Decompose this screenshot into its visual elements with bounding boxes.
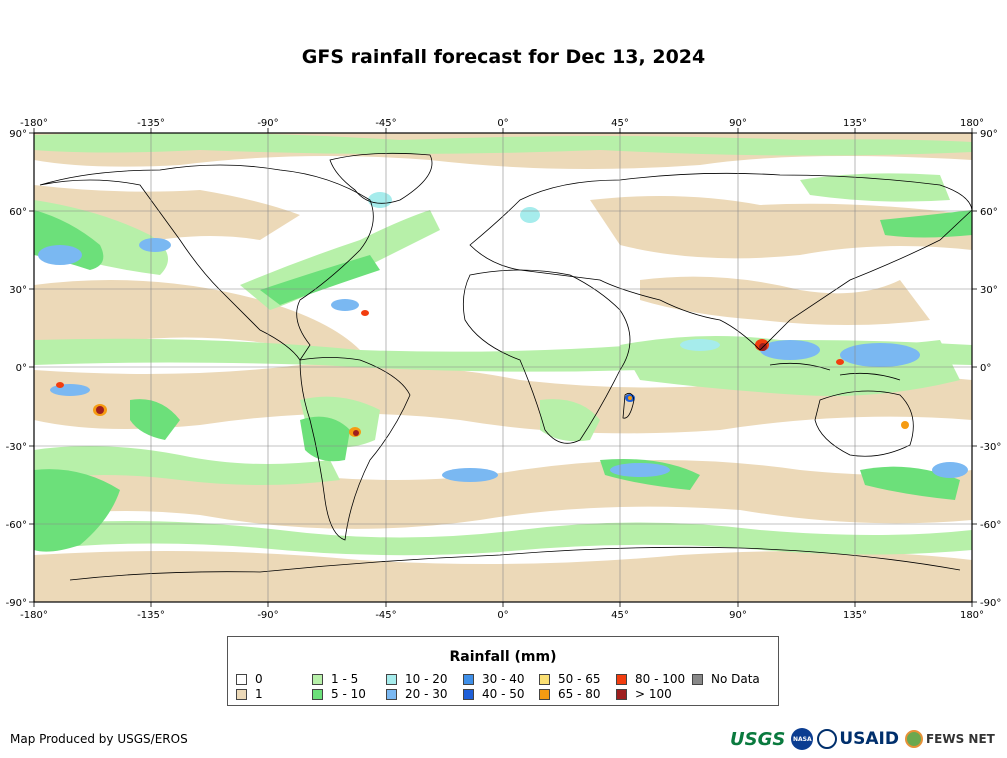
map-title: GFS rainfall forecast for Dec 13, 2024 [301, 46, 706, 68]
fews-sun-icon [904, 730, 923, 748]
legend-swatch [386, 673, 397, 685]
lon-label: -45° [375, 610, 396, 621]
lon-label: 45° [611, 118, 629, 129]
lon-labels-bottom: -180° -135° -90° -45° 0° 45° 90° 135° 18… [20, 610, 984, 621]
lat-label: -60° [980, 520, 1001, 531]
lon-labels-top: -180° -135° -90° -45° 0° 45° 90° 135° 18… [20, 118, 984, 129]
legend-swatch [236, 673, 247, 685]
legend-swatch [463, 673, 474, 685]
legend-item: 10 - 20 [386, 672, 448, 686]
lat-label: -60° [6, 520, 27, 531]
legend-label: No Data [711, 672, 760, 686]
graticule [34, 133, 972, 602]
lat-label: 0° [16, 363, 27, 374]
legend: Rainfall (mm) 0 1 1 - 5 5 - 10 10 - 20 2… [227, 636, 779, 706]
legend-item: 1 - 5 [312, 672, 358, 686]
usaid-logo-text: USAID [839, 729, 899, 749]
lon-label: 135° [843, 118, 867, 129]
lon-label: -90° [257, 118, 278, 129]
usaid-seal-icon [817, 729, 838, 749]
legend-swatch [539, 673, 550, 685]
lat-label: -30° [6, 442, 27, 453]
legend-label: 80 - 100 [635, 672, 686, 686]
usaid-logo: USAID [817, 729, 899, 749]
lat-labels-left: 90° 60° 30° 0° -30° -60° -90° [6, 129, 27, 609]
tick-marks [29, 128, 977, 607]
nasa-logo: NASA [791, 728, 814, 750]
legend-item: > 100 [616, 687, 672, 701]
legend-item: 1 [236, 687, 263, 701]
lat-labels-right: 90° 60° 30° 0° -30° -60° -90° [980, 129, 1001, 609]
legend-item: 40 - 50 [463, 687, 525, 701]
legend-item: 50 - 65 [539, 672, 601, 686]
lat-label: 0° [980, 363, 991, 374]
lat-label: 60° [980, 207, 998, 218]
legend-item: 0 [236, 672, 263, 686]
lon-label: 45° [611, 610, 629, 621]
lat-label: 30° [980, 285, 998, 296]
legend-label: 30 - 40 [482, 672, 525, 686]
lon-label: 0° [497, 118, 508, 129]
fews-net-logo: FEWS NET [904, 730, 995, 748]
legend-item: 30 - 40 [463, 672, 525, 686]
lon-label: 180° [960, 118, 984, 129]
usgs-logo: USGS [730, 728, 786, 750]
lon-label: 180° [960, 610, 984, 621]
lat-label: -90° [6, 598, 27, 609]
legend-swatch [312, 673, 323, 685]
legend-label: > 100 [635, 687, 672, 701]
legend-swatch [539, 688, 550, 700]
legend-label: 20 - 30 [405, 687, 448, 701]
lon-label: -180° [20, 610, 48, 621]
legend-label: 1 - 5 [331, 672, 359, 686]
legend-item: 20 - 30 [386, 687, 448, 701]
legend-item: 5 - 10 [312, 687, 366, 701]
legend-title: Rainfall (mm) [449, 649, 557, 665]
lat-label: 90° [9, 129, 27, 140]
legend-item: 65 - 80 [539, 687, 601, 701]
lat-label: 60° [9, 207, 27, 218]
legend-item: 80 - 100 [616, 672, 685, 686]
legend-swatch [463, 688, 474, 700]
lon-label: 90° [729, 118, 747, 129]
lon-label: -90° [257, 610, 278, 621]
fews-net-logo-text: FEWS NET [925, 732, 995, 746]
legend-swatch [236, 688, 247, 700]
lat-label: 30° [9, 285, 27, 296]
lon-label: -45° [375, 118, 396, 129]
agency-logos: USGS NASA USAID FEWS NET [730, 726, 995, 752]
lat-label: -30° [980, 442, 1001, 453]
legend-swatch [616, 688, 627, 700]
lat-label: 90° [980, 129, 998, 140]
lon-label: 0° [497, 610, 508, 621]
legend-swatch [386, 688, 397, 700]
legend-swatch [312, 688, 323, 700]
lon-label: -135° [137, 610, 165, 621]
lon-label: 90° [729, 610, 747, 621]
map-credit: Map Produced by USGS/EROS [10, 732, 188, 746]
legend-label: 5 - 10 [331, 687, 366, 701]
lat-label: -90° [980, 598, 1001, 609]
legend-label: 65 - 80 [558, 687, 601, 701]
legend-label: 10 - 20 [405, 672, 448, 686]
legend-label: 40 - 50 [482, 687, 525, 701]
lon-label: -180° [20, 118, 48, 129]
legend-swatch [692, 673, 703, 685]
legend-item: No Data [692, 672, 760, 686]
legend-label: 0 [255, 672, 263, 686]
legend-swatch [616, 673, 627, 685]
legend-label: 50 - 65 [558, 672, 601, 686]
lon-label: -135° [137, 118, 165, 129]
legend-label: 1 [255, 687, 263, 701]
coastlines [39, 152, 972, 581]
lon-label: 135° [843, 610, 867, 621]
rainfall-5-10mm-areas [34, 210, 972, 552]
